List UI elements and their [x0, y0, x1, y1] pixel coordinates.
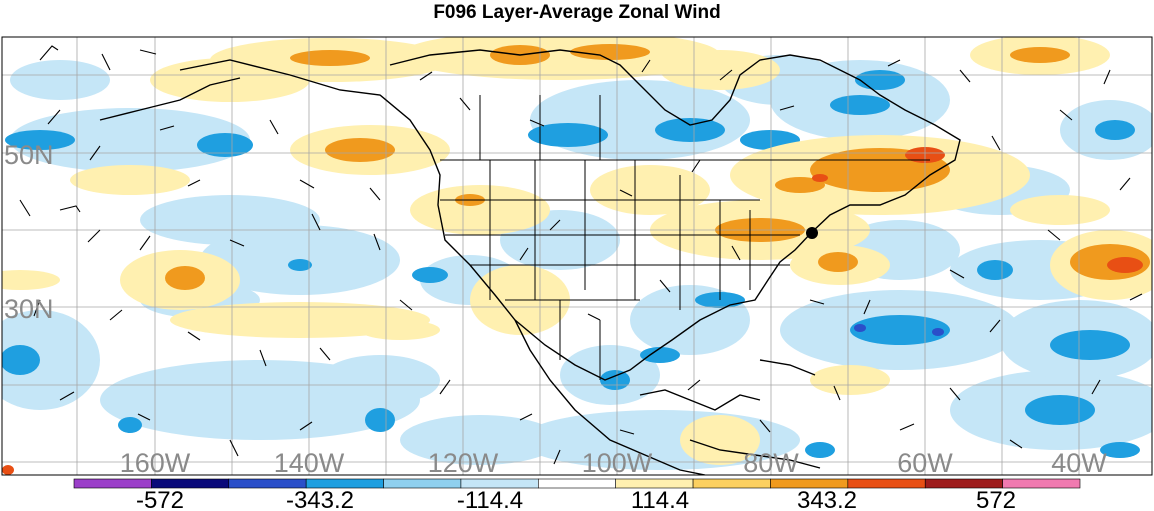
- colorbar-segment: [847, 478, 926, 489]
- coastlines: [99, 49, 961, 475]
- colorbar-label-4: 114.4: [631, 487, 689, 511]
- colorbar-label-3: -114.4: [457, 487, 523, 511]
- lon-label-140w: 140W: [274, 448, 345, 478]
- political-boundaries: [440, 95, 930, 380]
- colorbar-label-5: 343.2: [797, 487, 857, 511]
- map-frame: [1, 36, 1153, 476]
- colorbar-segment: [538, 478, 616, 489]
- lon-label-80w: 80W: [743, 448, 799, 478]
- extreme-negative-wind-contours: [854, 324, 944, 336]
- lat-label-30n: 30N: [4, 294, 54, 324]
- lon-label-40w: 40W: [1051, 448, 1107, 478]
- colorbar: [73, 478, 1081, 489]
- extreme-positive-wind-contours: [2, 147, 1143, 475]
- graticule: [2, 37, 1152, 475]
- lon-label-160w: 160W: [120, 448, 191, 478]
- colorbar-segment: [383, 478, 462, 489]
- lon-label-120w: 120W: [428, 448, 499, 478]
- map-title: F096 Layer-Average Zonal Wind: [433, 2, 721, 23]
- colorbar-label-6: 572: [976, 487, 1016, 511]
- colorbar-label-1: -572: [136, 487, 184, 511]
- wind-barbs: [19, 45, 1143, 465]
- lat-label-50n: 50N: [4, 140, 54, 170]
- lon-label-100w: 100W: [582, 448, 653, 478]
- lon-label-60w: 60W: [897, 448, 953, 478]
- colorbar-segment: [692, 478, 771, 489]
- location-marker: [806, 227, 818, 239]
- colorbar-segment: [1002, 478, 1081, 489]
- colorbar-label-2: -343.2: [286, 487, 354, 511]
